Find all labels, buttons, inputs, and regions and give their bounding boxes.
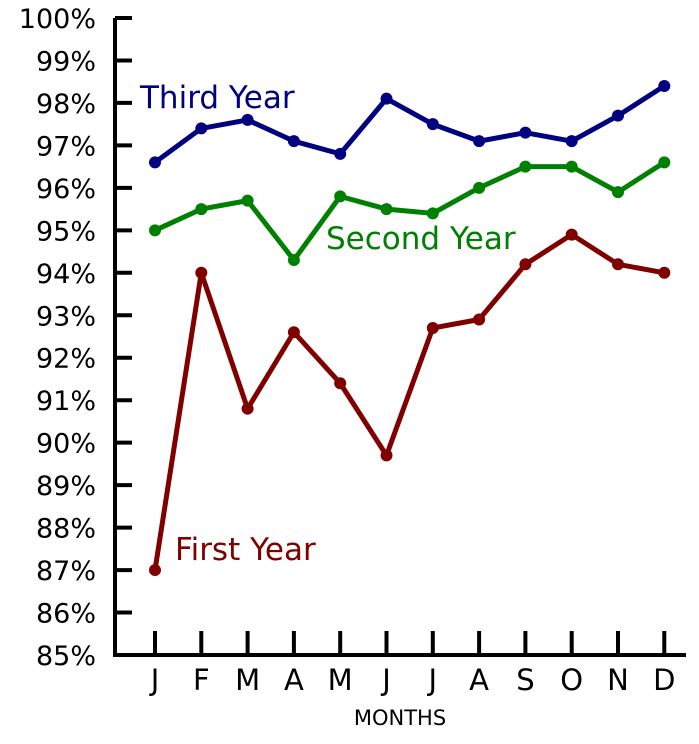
third-year-point — [334, 147, 347, 160]
first-year-point — [426, 322, 439, 335]
third-year-point — [519, 126, 532, 139]
x-tick-label: D — [653, 663, 675, 697]
y-tick-label: 94% — [36, 259, 96, 290]
third-year-point — [287, 135, 300, 148]
x-tick-label: A — [469, 663, 489, 697]
third-year-point — [612, 109, 624, 122]
y-tick-label: 88% — [36, 514, 96, 545]
third-year-point — [565, 135, 578, 148]
third-year-point — [426, 118, 439, 131]
first-year-line — [152, 232, 665, 571]
second-year-point — [334, 190, 347, 203]
first-year-point — [658, 266, 671, 279]
second-year-point — [241, 194, 254, 207]
y-tick-label: 98% — [36, 89, 96, 120]
first-year-point — [149, 564, 161, 577]
first-year-point — [195, 266, 208, 279]
first-year-point — [473, 313, 486, 326]
third-year-point — [658, 79, 671, 92]
second-year-point — [380, 203, 393, 216]
y-tick-label: 90% — [36, 429, 96, 460]
third-year-point — [149, 156, 161, 169]
x-tick-label: J — [149, 663, 160, 697]
y-tick-label: 89% — [36, 471, 96, 502]
first-year-point — [287, 326, 300, 339]
x-tick-label: N — [607, 663, 629, 697]
x-tick-label: M — [235, 663, 260, 697]
second-year-point — [519, 160, 532, 173]
third-year-point — [380, 92, 393, 105]
second-year-line — [153, 160, 666, 263]
x-tick-label: O — [560, 663, 583, 697]
y-ticks: 85% 86% 87% 88% 89% 90% 91% 92% 93% 94% 95% 96% 97% 9… — [19, 4, 132, 672]
second-year-point — [287, 254, 300, 267]
x-tick-label: J — [427, 663, 438, 697]
x-axis-label: MONTHS — [354, 706, 446, 730]
y-tick-label: 97% — [36, 131, 96, 162]
first-year-point — [612, 258, 624, 271]
third-year-label: Third Year — [139, 80, 295, 116]
second-year-point — [195, 203, 208, 216]
y-tick-label: 87% — [36, 556, 96, 587]
x-tick-label: J — [380, 663, 391, 697]
axes — [113, 18, 686, 657]
third-year-point — [195, 122, 208, 135]
first-year-point — [334, 377, 347, 390]
second-year-point — [473, 181, 486, 194]
second-year-label: Second Year — [326, 221, 516, 257]
x-tick-label: S — [516, 663, 534, 697]
y-tick-label: 100% — [19, 4, 96, 35]
y-tick-label: 85% — [36, 641, 96, 672]
first-year-point — [241, 402, 254, 415]
y-tick-label: 86% — [36, 599, 96, 630]
y-tick-label: 93% — [36, 301, 96, 332]
x-tick-label: F — [193, 663, 210, 697]
third-year-point — [473, 135, 486, 148]
first-year-label: First Year — [175, 532, 316, 568]
series-labels: First Year Second Year Third Year — [139, 80, 516, 568]
first-year-point — [380, 449, 393, 462]
first-year-point — [519, 258, 532, 271]
x-tick-label: A — [284, 663, 304, 697]
y-tick-label: 96% — [36, 174, 96, 205]
third-year-point — [241, 113, 254, 126]
y-tick-label: 91% — [36, 386, 96, 417]
first-year-point — [565, 228, 578, 241]
y-tick-label: 92% — [36, 344, 96, 375]
x-tick-label: M — [328, 663, 353, 697]
second-year-point — [612, 186, 624, 199]
second-year-point — [565, 160, 578, 173]
y-tick-label: 95% — [36, 216, 96, 247]
second-year-point — [426, 207, 439, 220]
third-year-line — [153, 83, 666, 165]
y-tick-label: 99% — [36, 46, 96, 77]
series-group — [149, 79, 671, 577]
second-year-point — [149, 224, 161, 237]
second-year-point — [658, 156, 671, 169]
